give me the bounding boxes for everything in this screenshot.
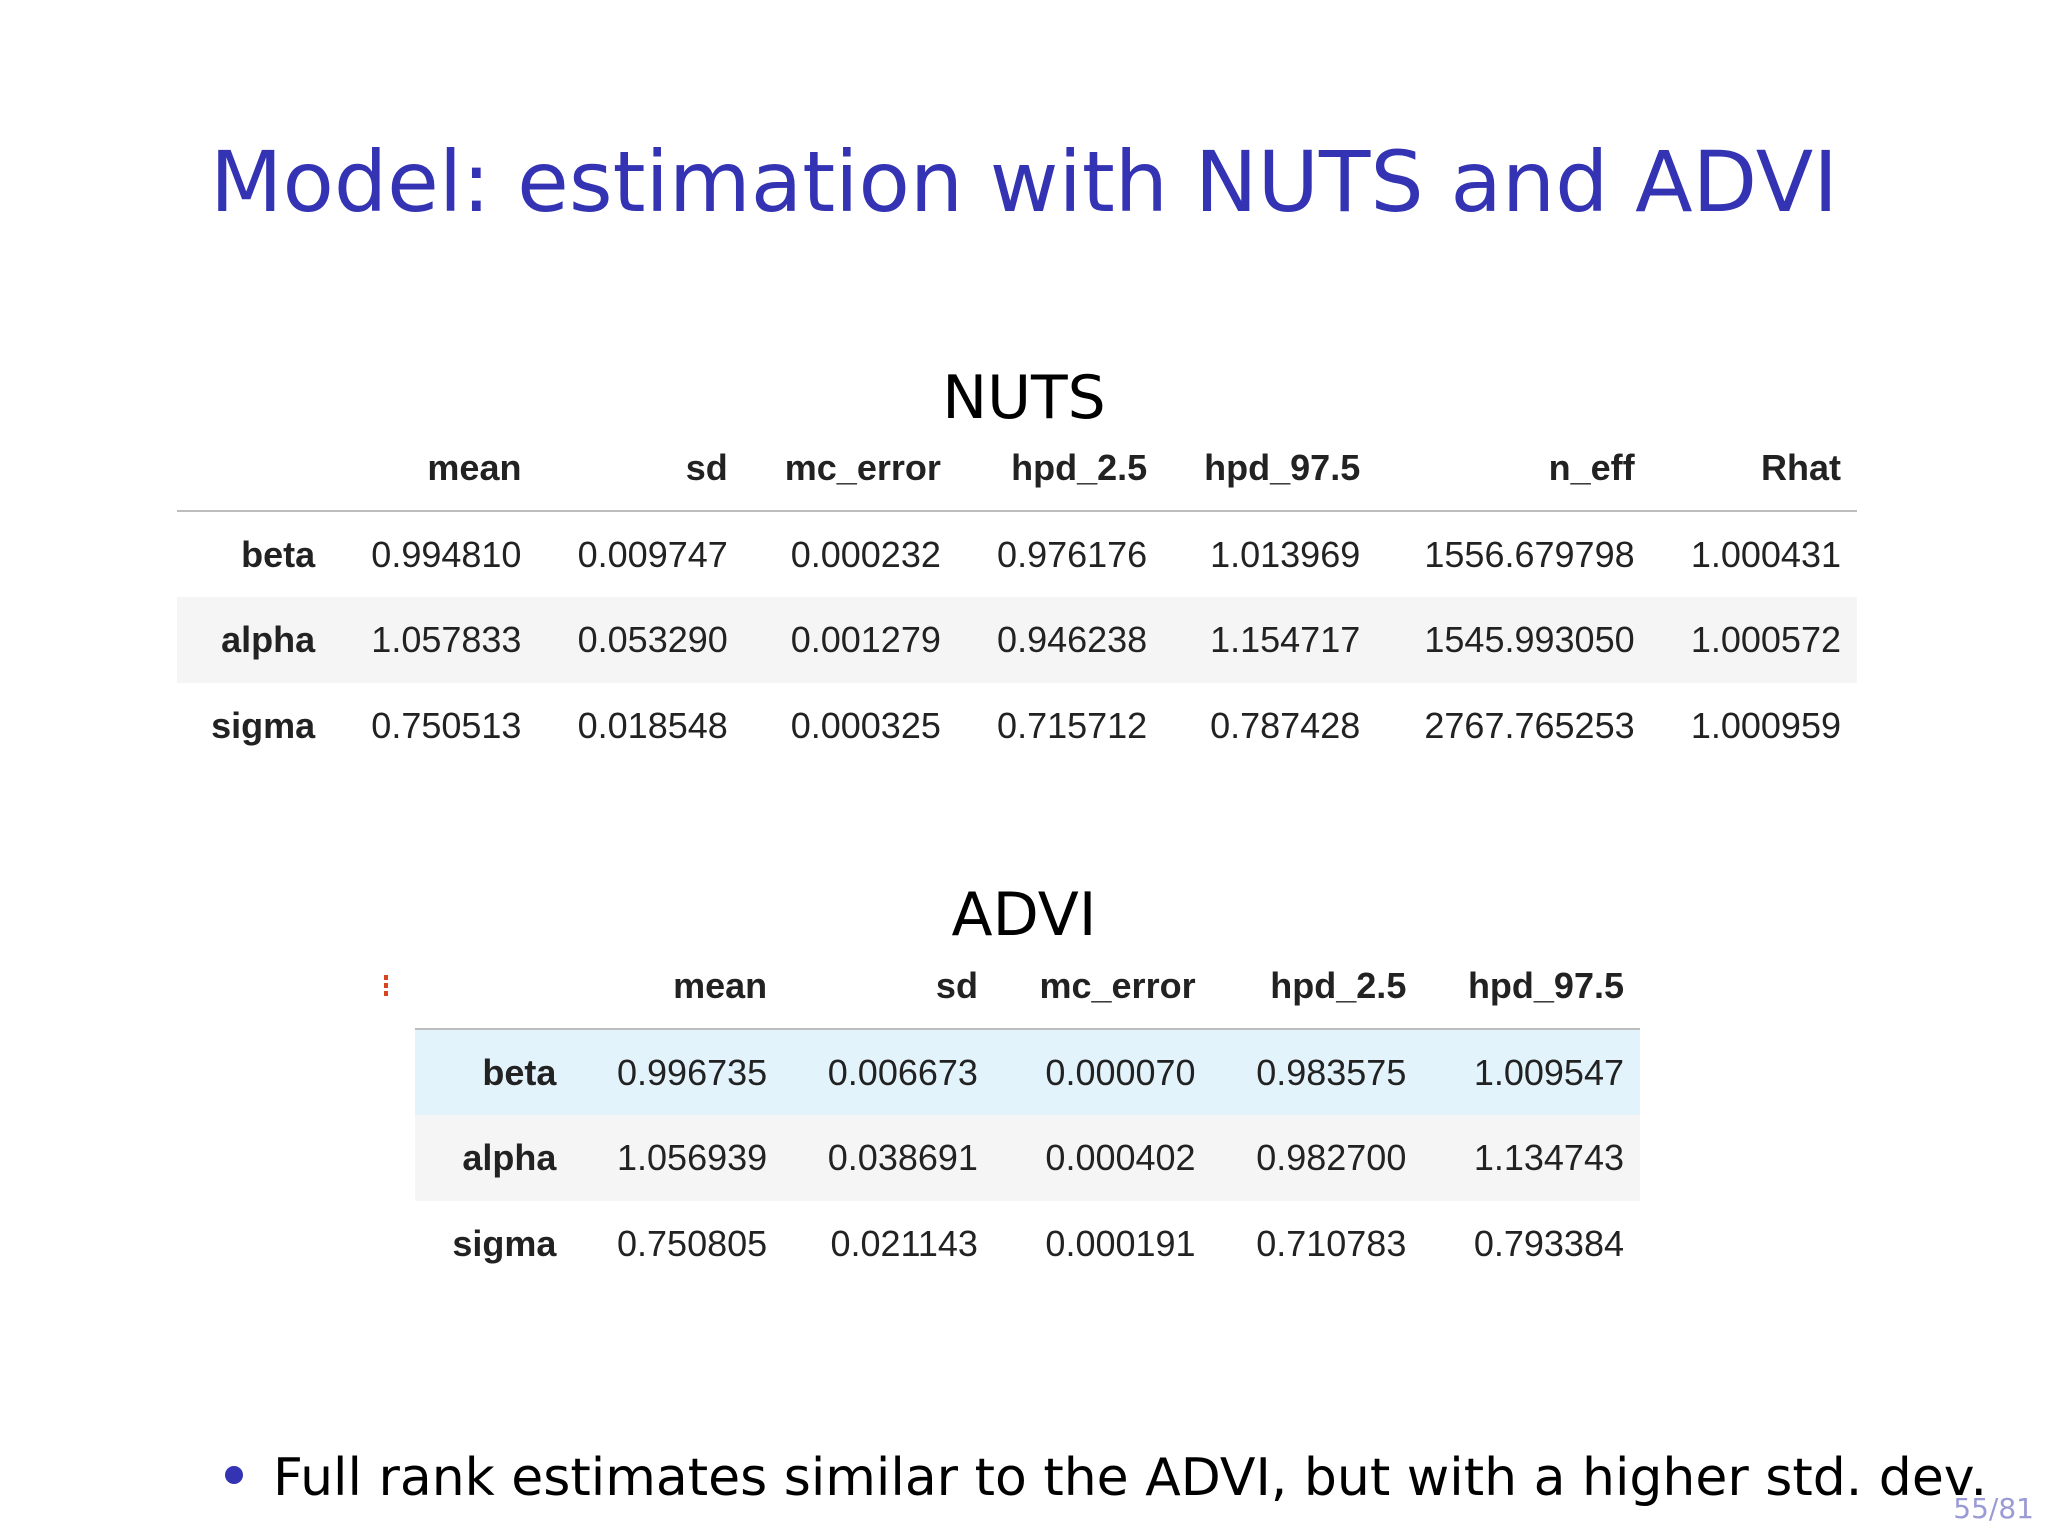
column-header-mean: mean — [331, 426, 538, 512]
row-label-sigma: sigma — [452, 1223, 557, 1264]
table-cell: 0.983575 — [1256, 1051, 1407, 1093]
table-cell: 1.057833 — [371, 619, 522, 660]
advi-summary-table: mean sd mc_error hpd_2.5 hpd_97.5 beta 0… — [415, 944, 1640, 1287]
table-cell: 0.009747 — [577, 533, 728, 575]
table-row-beta: beta 0.996735 0.006673 0.000070 0.983575… — [415, 1029, 1640, 1115]
table-cell: 1.154717 — [1210, 619, 1361, 660]
table-cell: 0.715712 — [997, 705, 1148, 746]
table-cell: 1.000431 — [1690, 533, 1841, 575]
row-label-beta: beta — [241, 533, 316, 575]
column-header-sd: sd — [783, 944, 994, 1030]
column-header-hpd-2-5: hpd_2.5 — [956, 426, 1164, 512]
table-row-beta: beta 0.994810 0.009747 0.000232 0.976176… — [177, 511, 1857, 597]
column-header-hpd-97-5: hpd_97.5 — [1163, 426, 1377, 512]
page-number: 55/81 — [1953, 1492, 2034, 1525]
table-cell: 0.038691 — [827, 1137, 978, 1178]
table-cell: 0.000402 — [1045, 1137, 1196, 1178]
table-cell: 0.000070 — [1045, 1051, 1196, 1093]
table-cell: 0.750805 — [617, 1223, 768, 1264]
table-header-row: mean sd mc_error hpd_2.5 hpd_97.5 n_eff … — [177, 426, 1857, 512]
table-cell: 0.018548 — [577, 705, 728, 746]
table-cell: 1.000959 — [1690, 705, 1841, 746]
row-label-alpha: alpha — [221, 619, 316, 660]
row-label-beta: beta — [482, 1051, 557, 1093]
row-label-sigma: sigma — [211, 705, 316, 746]
bullet-dot-icon — [225, 1466, 243, 1484]
index-header — [177, 426, 332, 512]
table-cell: 0.000232 — [790, 533, 941, 575]
bullet-text: Full rank estimates similar to the ADVI,… — [273, 1448, 1988, 1508]
table-row-sigma: sigma 0.750805 0.021143 0.000191 0.71078… — [415, 1201, 1640, 1287]
table-cell: 1.013969 — [1210, 533, 1361, 575]
table-cell: 0.982700 — [1256, 1137, 1407, 1178]
column-header-rhat: Rhat — [1650, 426, 1857, 512]
table-cell: 1.000572 — [1690, 619, 1841, 660]
table-cell: 0.001279 — [790, 619, 941, 660]
nuts-summary-table: mean sd mc_error hpd_2.5 hpd_97.5 n_eff … — [177, 426, 1857, 769]
table-cell: 0.006673 — [827, 1051, 978, 1093]
nuts-table-caption: NUTS — [942, 363, 1106, 433]
column-header-hpd-2-5: hpd_2.5 — [1211, 944, 1423, 1030]
table-cell: 0.994810 — [371, 533, 522, 575]
table-cell: 0.000191 — [1045, 1223, 1196, 1264]
table-cell: 0.946238 — [997, 619, 1148, 660]
table-cell: 0.996735 — [617, 1051, 768, 1093]
column-header-sd: sd — [537, 426, 744, 512]
index-header — [415, 944, 573, 1030]
row-label-alpha: alpha — [462, 1137, 557, 1178]
table-row-sigma: sigma 0.750513 0.018548 0.000325 0.71571… — [177, 683, 1857, 769]
slide-title: Model: estimation with NUTS and ADVI — [209, 133, 1839, 231]
advi-table-caption: ADVI — [951, 880, 1097, 950]
table-cell: 0.710783 — [1256, 1223, 1407, 1264]
column-header-mean: mean — [572, 944, 784, 1030]
table-row-alpha: alpha 1.057833 0.053290 0.001279 0.94623… — [177, 597, 1857, 683]
table-cell: 1.056939 — [617, 1137, 768, 1178]
cell-marker — [384, 975, 388, 997]
table-cell: 1.134743 — [1473, 1137, 1624, 1178]
table-cell: 0.750513 — [371, 705, 522, 746]
table-cell: 1556.679798 — [1424, 533, 1635, 575]
table-row-alpha: alpha 1.056939 0.038691 0.000402 0.98270… — [415, 1115, 1640, 1201]
table-cell: 0.793384 — [1473, 1223, 1624, 1264]
column-header-mc-error: mc_error — [743, 426, 957, 512]
table-cell: 1545.993050 — [1424, 619, 1635, 660]
table-cell: 0.053290 — [577, 619, 728, 660]
table-cell: 0.021143 — [830, 1223, 978, 1264]
table-cell: 0.976176 — [997, 533, 1148, 575]
table-cell: 1.009547 — [1473, 1051, 1624, 1093]
table-header-row: mean sd mc_error hpd_2.5 hpd_97.5 — [415, 944, 1640, 1030]
column-header-n-eff: n_eff — [1376, 426, 1651, 512]
table-cell: 0.000325 — [790, 705, 941, 746]
column-header-hpd-97-5: hpd_97.5 — [1422, 944, 1640, 1030]
table-cell: 2767.765253 — [1424, 705, 1635, 746]
bullet-item: Full rank estimates similar to the ADVI,… — [225, 1452, 1987, 1504]
column-header-mc-error: mc_error — [993, 944, 1212, 1030]
table-cell: 0.787428 — [1210, 705, 1361, 746]
